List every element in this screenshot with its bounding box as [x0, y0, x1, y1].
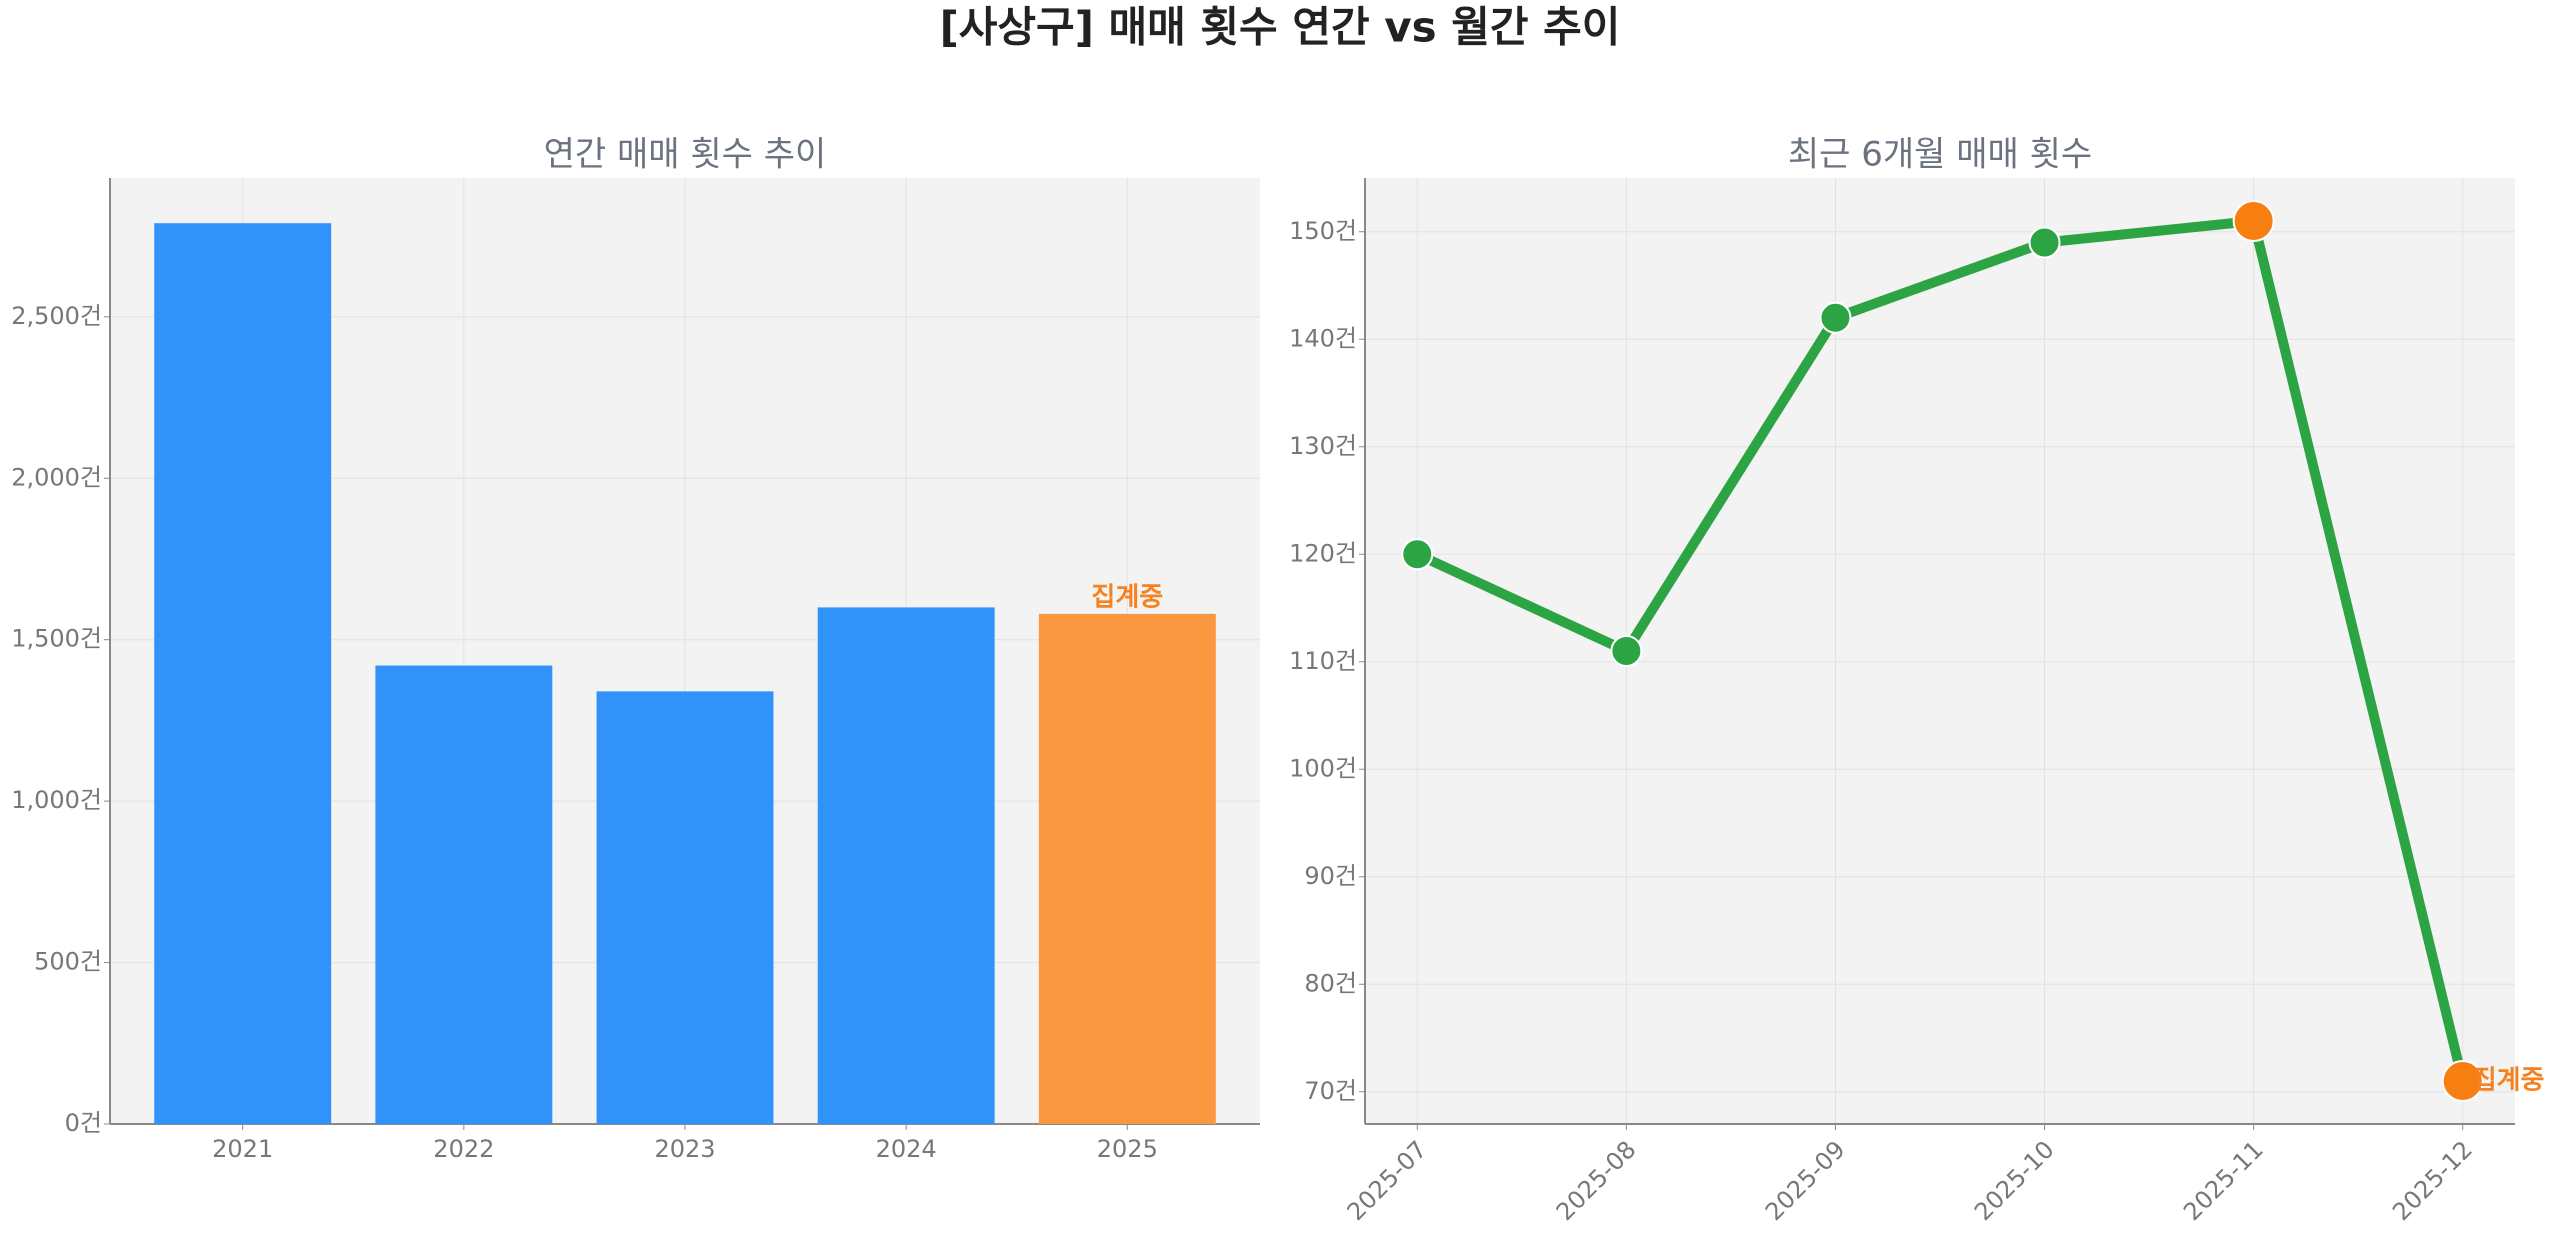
- marker: [1610, 635, 1643, 667]
- y-tick-label: 130건: [1289, 432, 1357, 460]
- x-tick-label: 2025: [1097, 1135, 1158, 1163]
- x-tick-label: 2024: [876, 1135, 937, 1163]
- y-tick-label: 2,000건: [11, 463, 102, 491]
- y-tick-label: 1,500건: [11, 625, 102, 653]
- x-tick-label: 2025-07: [1342, 1135, 1433, 1226]
- bar: [817, 607, 995, 1124]
- marker: [2441, 1060, 2484, 1102]
- x-tick-label: 2025-12: [2387, 1135, 2478, 1226]
- annotation: 집계중: [2473, 1066, 2545, 1096]
- y-tick-label: 90건: [1304, 862, 1357, 890]
- y-tick-label: 80건: [1304, 969, 1357, 997]
- x-tick-label: 2023: [654, 1135, 715, 1163]
- x-tick-label: 2025-11: [2178, 1135, 2269, 1226]
- line: [1415, 216, 2468, 1083]
- plot-area: [1365, 178, 2515, 1124]
- marker: [1819, 301, 1852, 334]
- y-tick-label: 120건: [1289, 539, 1357, 567]
- marker: [2028, 226, 2061, 259]
- x-tick-label: 2025-10: [1969, 1135, 2060, 1226]
- y-tick-label: 0건: [65, 1109, 102, 1137]
- y-tick-label: 500건: [34, 948, 102, 976]
- y-tick-label: 150건: [1289, 217, 1357, 245]
- x-tick-label: 2022: [433, 1135, 494, 1163]
- y-tick-label: 2,500건: [11, 302, 102, 330]
- marker: [1401, 538, 1434, 571]
- subplot-title: 최근 6개월 매매 횟수: [1788, 135, 2092, 175]
- bar: [1038, 613, 1216, 1124]
- x-tick-label: 2025-08: [1551, 1135, 1642, 1226]
- x-tick-label: 2021: [212, 1135, 273, 1163]
- subplot-title: 연간 매매 횟수 추이: [544, 135, 827, 175]
- bar: [154, 223, 332, 1125]
- y-tick-label: 140건: [1289, 324, 1357, 352]
- y-tick-label: 1,000건: [11, 786, 102, 814]
- x-tick-label: 2025-09: [1760, 1135, 1851, 1226]
- y-tick-label: 110건: [1289, 647, 1357, 675]
- y-tick-label: 100건: [1289, 754, 1357, 782]
- figure-title: [사상구] 매매 횟수 연간 vs 월간 추이: [940, 3, 1621, 52]
- bar: [596, 691, 774, 1124]
- bar: [375, 665, 553, 1124]
- marker: [2232, 200, 2275, 242]
- annotation: 집계중: [1091, 582, 1163, 612]
- y-tick-label: 70건: [1304, 1077, 1357, 1105]
